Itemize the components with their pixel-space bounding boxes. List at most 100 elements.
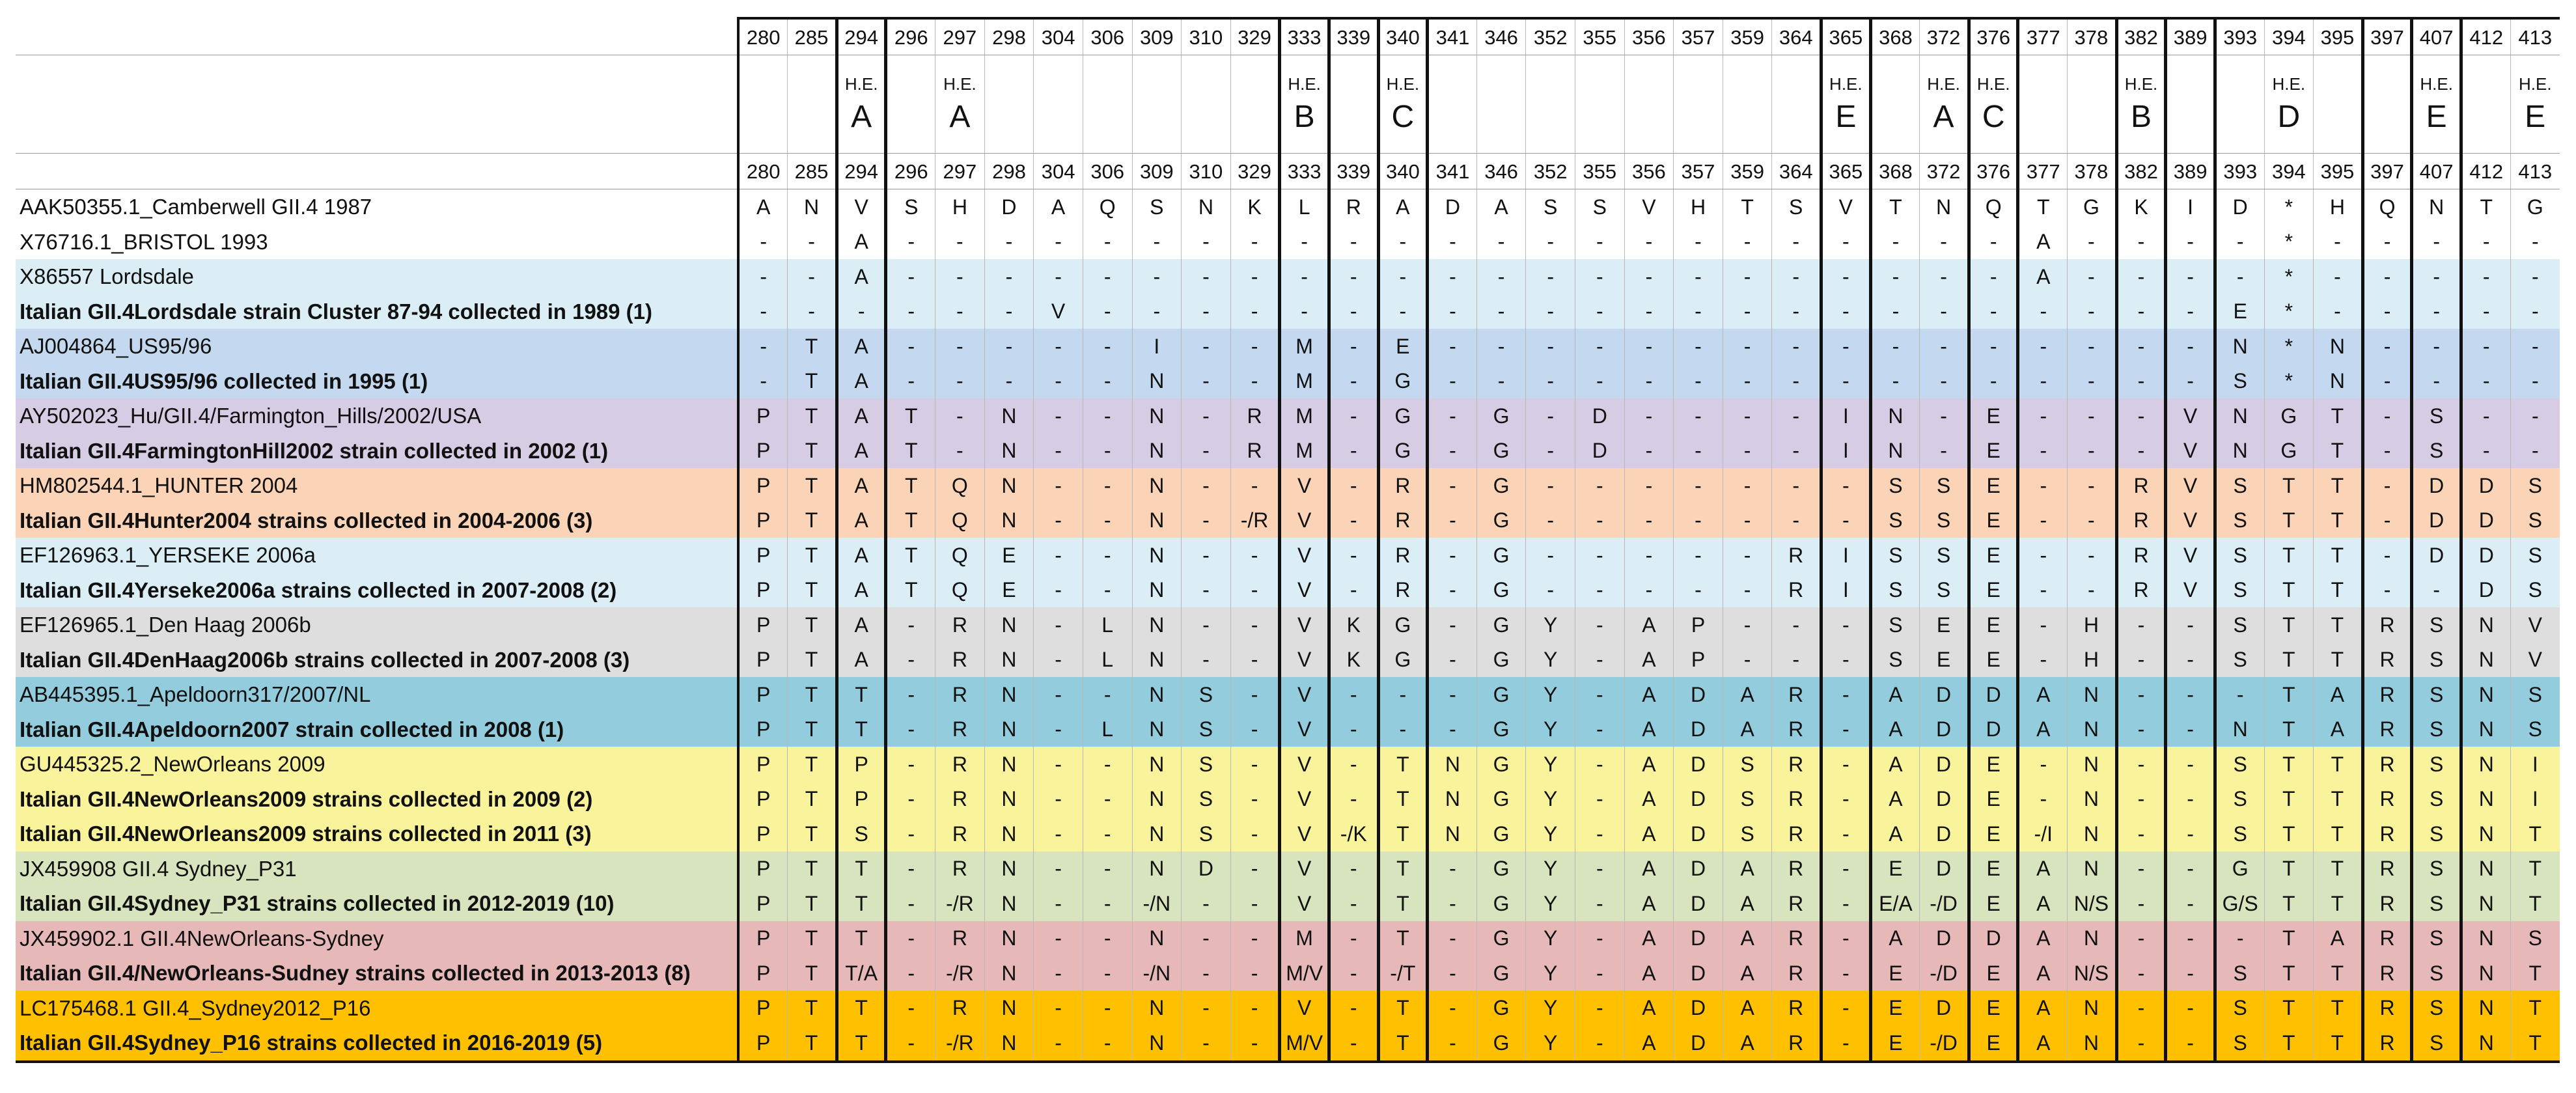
- residue-cell: S: [835, 816, 886, 851]
- residue-cell: -: [1722, 294, 1772, 329]
- residue-cell: S: [1181, 712, 1231, 747]
- position-label: 364: [1771, 17, 1821, 55]
- residue-cell: -: [1033, 329, 1083, 364]
- residue-cell: -: [884, 747, 935, 782]
- residue-cell: -: [1426, 363, 1477, 398]
- residue-cell: -: [1919, 363, 1969, 398]
- residue-cell: G: [1476, 468, 1526, 503]
- residue-cell: -: [2114, 363, 2166, 398]
- residue-cell: R: [2361, 816, 2412, 851]
- residue-cell: -: [738, 259, 788, 294]
- residue-cell: E: [1868, 956, 1920, 991]
- residue-cell: P: [738, 851, 788, 886]
- residue-cell: -: [2361, 468, 2412, 503]
- residue-cell: N: [2459, 607, 2511, 643]
- residue-cell: A: [2016, 920, 2068, 956]
- residue-cell: T: [1376, 781, 1428, 816]
- strain-row: EF126965.1_Den Haag 2006b P T A - R N - L N - - V K G -…: [16, 607, 2560, 643]
- he-cell: [2459, 55, 2511, 154]
- residue-cell: V: [1278, 886, 1329, 921]
- residue-cell: D: [1673, 816, 1723, 851]
- residue-cell: T: [787, 816, 837, 851]
- position-label: 359: [1722, 153, 1772, 189]
- residue-cell: N: [2459, 642, 2511, 677]
- he-label: H.E.: [844, 74, 878, 94]
- residue-cell: -: [1230, 781, 1280, 816]
- residue-cell: R: [2361, 642, 2412, 677]
- residue-cell: Y: [1525, 816, 1575, 851]
- residue-cell: *: [2264, 329, 2314, 364]
- residue-cell: -: [1033, 677, 1083, 712]
- he-label: H.E.: [2518, 74, 2552, 94]
- position-label: 365: [1820, 17, 1871, 55]
- alignment-table: 280 285 294 296 297 298 304 306 309 310 329 333 339 3…: [16, 17, 2560, 1063]
- residue-cell: -: [1673, 224, 1723, 259]
- residue-cell: S: [2410, 851, 2461, 886]
- residue-cell: V: [835, 189, 886, 225]
- strain-row: Italian GII.4DenHaag2006b strains collec…: [16, 642, 2560, 677]
- residue-cell: P: [1673, 642, 1723, 677]
- residue-cell: R: [935, 747, 985, 782]
- he-label: H.E.: [1386, 74, 1420, 94]
- residue-cell: D: [1574, 398, 1625, 434]
- position-label: 329: [1230, 17, 1280, 55]
- residue-cell: -: [2510, 363, 2560, 398]
- residue-cell: N: [2067, 781, 2117, 816]
- residue-cell: -: [1327, 572, 1379, 607]
- residue-cell: N: [2313, 329, 2363, 364]
- residue-cell: -: [1820, 329, 1871, 364]
- strain-name: X76716.1_BRISTOL 1993: [16, 224, 740, 259]
- residue-cell: D: [1673, 677, 1723, 712]
- residue-cell: T: [787, 747, 837, 782]
- residue-cell: D: [1919, 851, 1969, 886]
- residue-cell: A: [1476, 189, 1526, 225]
- strain-row: Italian GII.4Sydney_P16 strains collecte…: [16, 1025, 2560, 1063]
- residue-cell: S: [2410, 781, 2461, 816]
- residue-cell: E/A: [1868, 886, 1920, 921]
- residue-cell: -: [2361, 259, 2412, 294]
- residue-cell: -: [1426, 224, 1477, 259]
- residue-cell: -: [1624, 294, 1674, 329]
- residue-cell: -: [2114, 712, 2166, 747]
- residue-cell: A: [1868, 677, 1920, 712]
- residue-cell: A: [1624, 816, 1674, 851]
- residue-cell: -: [1525, 538, 1575, 573]
- residue-cell: -/K: [1327, 816, 1379, 851]
- residue-cell: P: [738, 677, 788, 712]
- residue-cell: L: [1082, 712, 1132, 747]
- residue-cell: -: [2459, 398, 2511, 434]
- residue-cell: -: [1673, 259, 1723, 294]
- strain-name: Italian GII.4NewOrleans2009 strains coll…: [16, 816, 740, 851]
- residue-cell: -: [2067, 468, 2117, 503]
- residue-cell: -: [1525, 468, 1575, 503]
- strain-row: AAK50355.1_Camberwell GII.4 1987 A N V S H D A Q…: [16, 189, 2560, 225]
- strain-row: Italian GII.4FarmingtonHill2002 strain c…: [16, 433, 2560, 468]
- residue-cell: Y: [1525, 642, 1575, 677]
- residue-cell: -: [935, 433, 985, 468]
- corner-cell: [16, 55, 740, 154]
- residue-cell: -: [2410, 363, 2461, 398]
- residue-cell: -: [1278, 259, 1329, 294]
- residue-cell: P: [738, 886, 788, 921]
- residue-cell: -: [1327, 259, 1379, 294]
- residue-cell: -: [1230, 851, 1280, 886]
- residue-cell: E: [984, 572, 1034, 607]
- residue-cell: S: [2213, 607, 2265, 643]
- residue-cell: -: [1771, 398, 1821, 434]
- he-cell: [2164, 55, 2215, 154]
- residue-cell: T: [787, 956, 837, 991]
- residue-cell: A: [2016, 712, 2068, 747]
- residue-cell: -: [2164, 329, 2215, 364]
- he-cell: [884, 55, 935, 154]
- he-cell: [2361, 55, 2412, 154]
- residue-cell: H: [2313, 189, 2363, 225]
- position-label: 407: [2410, 17, 2461, 55]
- residue-cell: S: [2213, 468, 2265, 503]
- residue-cell: -: [2016, 433, 2068, 468]
- residue-cell: S: [1919, 572, 1969, 607]
- he-cell: [1722, 55, 1772, 154]
- strain-row: Italian GII.4Apeldoorn2007 strain collec…: [16, 712, 2560, 747]
- residue-cell: S: [2213, 503, 2265, 538]
- residue-cell: R: [2361, 712, 2412, 747]
- residue-cell: -: [1082, 747, 1132, 782]
